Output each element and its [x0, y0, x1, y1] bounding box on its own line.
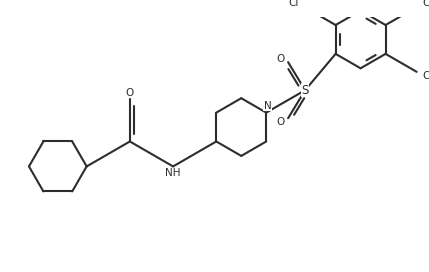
Text: Cl: Cl — [288, 0, 299, 8]
Text: S: S — [302, 84, 309, 97]
Text: O: O — [277, 54, 285, 63]
Text: NH: NH — [165, 168, 181, 178]
Text: Cl: Cl — [423, 71, 429, 81]
Text: O: O — [277, 117, 285, 127]
Text: O: O — [126, 88, 134, 98]
Text: N: N — [263, 101, 271, 111]
Text: Cl: Cl — [423, 0, 429, 8]
